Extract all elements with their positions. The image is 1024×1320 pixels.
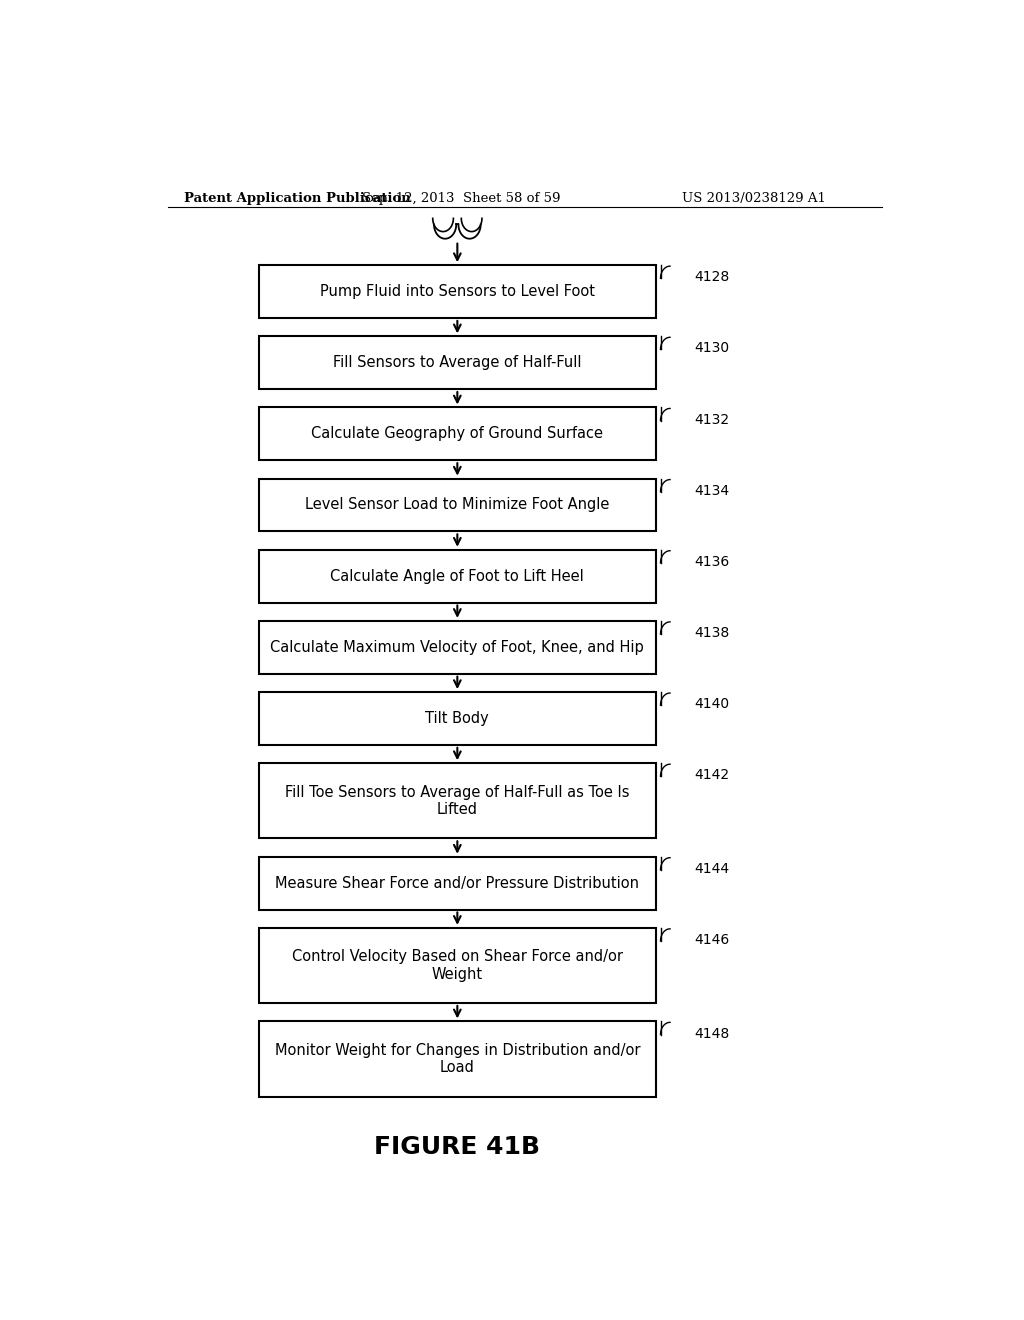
Text: Fill Sensors to Average of Half-Full: Fill Sensors to Average of Half-Full: [333, 355, 582, 370]
Bar: [259, 337, 655, 389]
Bar: [259, 265, 655, 318]
Text: Pump Fluid into Sensors to Level Foot: Pump Fluid into Sensors to Level Foot: [319, 284, 595, 300]
Text: 4134: 4134: [694, 483, 729, 498]
Text: 4136: 4136: [694, 554, 729, 569]
Text: Calculate Maximum Velocity of Foot, Knee, and Hip: Calculate Maximum Velocity of Foot, Knee…: [270, 640, 644, 655]
Bar: [259, 549, 655, 602]
Bar: [259, 620, 655, 673]
Text: 4142: 4142: [694, 768, 729, 783]
Bar: [259, 479, 655, 532]
Text: Tilt Body: Tilt Body: [425, 711, 489, 726]
Text: 4130: 4130: [694, 342, 729, 355]
Text: Monitor Weight for Changes in Distribution and/or
Load: Monitor Weight for Changes in Distributi…: [274, 1043, 640, 1074]
Text: Fill Toe Sensors to Average of Half-Full as Toe Is
Lifted: Fill Toe Sensors to Average of Half-Full…: [285, 784, 630, 817]
Text: Measure Shear Force and/or Pressure Distribution: Measure Shear Force and/or Pressure Dist…: [275, 875, 639, 891]
Text: Sep. 12, 2013  Sheet 58 of 59: Sep. 12, 2013 Sheet 58 of 59: [362, 191, 560, 205]
Text: US 2013/0238129 A1: US 2013/0238129 A1: [682, 191, 826, 205]
Bar: [259, 928, 655, 1003]
Text: Patent Application Publication: Patent Application Publication: [183, 191, 411, 205]
Text: 4144: 4144: [694, 862, 729, 876]
Text: 4140: 4140: [694, 697, 729, 711]
Text: 4146: 4146: [694, 933, 729, 946]
Text: Calculate Geography of Ground Surface: Calculate Geography of Ground Surface: [311, 426, 603, 441]
Text: Calculate Angle of Foot to Lift Heel: Calculate Angle of Foot to Lift Heel: [331, 569, 585, 583]
Text: Level Sensor Load to Minimize Foot Angle: Level Sensor Load to Minimize Foot Angle: [305, 498, 609, 512]
Bar: [259, 763, 655, 838]
Bar: [259, 1022, 655, 1097]
Text: Control Velocity Based on Shear Force and/or
Weight: Control Velocity Based on Shear Force an…: [292, 949, 623, 982]
Text: 4138: 4138: [694, 626, 729, 640]
Text: 4132: 4132: [694, 413, 729, 426]
Bar: [259, 857, 655, 909]
Bar: [259, 692, 655, 744]
Text: FIGURE 41B: FIGURE 41B: [375, 1135, 541, 1159]
Bar: [259, 408, 655, 461]
Text: 4128: 4128: [694, 271, 729, 284]
Text: 4148: 4148: [694, 1027, 729, 1040]
